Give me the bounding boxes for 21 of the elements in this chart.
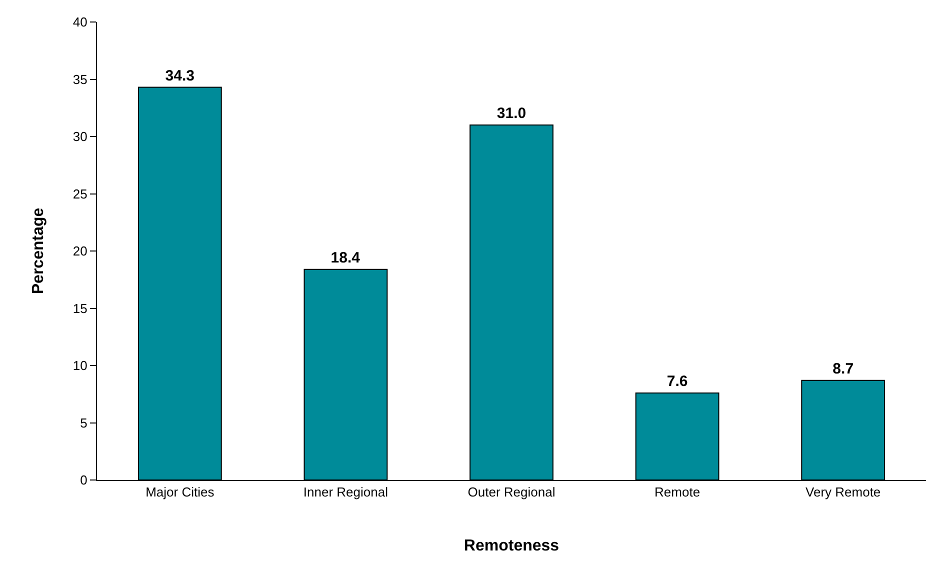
x-tick-label: Inner Regional <box>303 484 388 500</box>
x-tick-label: Major Cities <box>146 484 215 500</box>
data-label: 34.3 <box>165 67 194 84</box>
data-label: 8.7 <box>832 360 854 378</box>
y-tick-label: 15 <box>72 300 88 316</box>
data-label: 31.0 <box>496 105 526 122</box>
y-tick-label: 10 <box>72 358 88 374</box>
y-tick-label: 0 <box>80 472 88 488</box>
x-tick-label: Outer Regional <box>468 484 556 500</box>
y-tick-label: 5 <box>80 415 88 430</box>
x-axis-title: Remoteness <box>464 537 560 554</box>
y-tick-label: 30 <box>72 129 88 144</box>
y-tick-label: 25 <box>72 186 88 202</box>
y-axis-title: Percentage <box>30 208 47 294</box>
x-tick-label: Very Remote <box>806 484 881 500</box>
y-tick-label: 40 <box>72 14 88 30</box>
y-tick-label: 35 <box>72 72 88 87</box>
data-label: 18.4 <box>330 249 361 266</box>
y-tick-label: 20 <box>72 244 88 259</box>
x-tick-label: Remote <box>654 484 700 500</box>
data-label: 7.6 <box>666 372 688 390</box>
